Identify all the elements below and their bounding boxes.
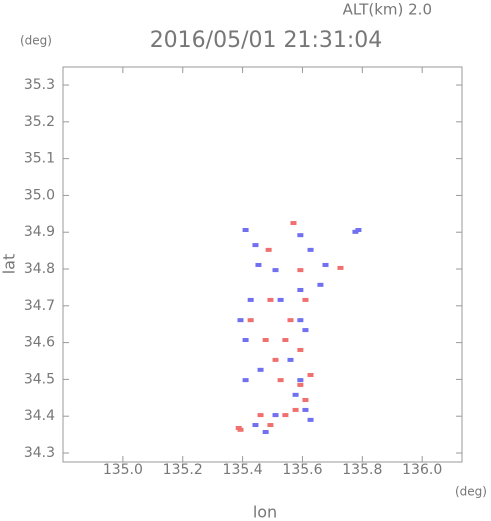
echo-cell xyxy=(272,357,279,362)
echo-cell xyxy=(292,407,299,412)
echo-cell xyxy=(297,378,304,383)
echo-cell xyxy=(297,233,304,238)
echo-cell xyxy=(252,243,259,248)
echo-cell xyxy=(287,357,294,362)
echo-cell xyxy=(302,407,309,412)
echo-cell xyxy=(242,228,249,233)
echo-cell xyxy=(302,328,309,333)
echo-cell xyxy=(255,262,262,267)
y-tick-label: 35.3 xyxy=(24,77,55,93)
x-unit: (deg) xyxy=(455,485,487,499)
echo-cell xyxy=(292,392,299,397)
echo-cell xyxy=(337,265,344,270)
echo-cell xyxy=(290,221,297,226)
y-tick-label: 34.9 xyxy=(24,224,55,240)
echo-cell xyxy=(277,297,284,302)
y-tick-label: 34.7 xyxy=(24,298,55,314)
altitude-label: ALT(km) 2.0 xyxy=(343,1,432,19)
echo-cell xyxy=(262,430,269,435)
echo-cell xyxy=(297,318,304,323)
x-tick-label: 135.4 xyxy=(223,462,263,478)
x-tick-label: 136.0 xyxy=(402,462,442,478)
echo-cell xyxy=(302,397,309,402)
echo-cell xyxy=(297,268,304,273)
echo-cell xyxy=(307,247,314,252)
echo-cell xyxy=(272,268,279,273)
echo-cell xyxy=(242,378,249,383)
y-tick-label: 34.8 xyxy=(24,261,55,277)
echo-cell xyxy=(317,282,324,287)
y-tick-label: 34.6 xyxy=(24,335,55,351)
x-tick-label: 135.0 xyxy=(103,462,143,478)
echo-cell xyxy=(247,297,254,302)
echo-cell xyxy=(237,318,244,323)
echo-cell xyxy=(252,423,259,428)
echo-cell xyxy=(302,297,309,302)
y-axis-label: lat xyxy=(0,254,19,275)
y-tick-label: 34.4 xyxy=(24,408,55,424)
echo-cell xyxy=(267,297,274,302)
plot-frame xyxy=(62,66,463,463)
echo-cell xyxy=(267,423,274,428)
echo-cell xyxy=(265,247,272,252)
chart-title: 2016/05/01 21:31:04 xyxy=(150,28,383,53)
y-tick-label: 35.0 xyxy=(24,187,55,203)
echo-cell xyxy=(287,318,294,323)
echo-cell xyxy=(297,287,304,292)
echo-cell xyxy=(282,338,289,343)
echo-cell xyxy=(307,417,314,422)
x-tick-label: 135.6 xyxy=(282,462,322,478)
y-tick-label: 35.1 xyxy=(24,151,55,167)
y-tick-label: 35.2 xyxy=(24,114,55,130)
echo-cell xyxy=(355,228,362,233)
echo-cell xyxy=(262,338,269,343)
echo-cell xyxy=(257,367,264,372)
x-tick-label: 135.8 xyxy=(342,462,382,478)
y-unit: (deg) xyxy=(20,34,52,48)
echo-cell xyxy=(322,262,329,267)
echo-cell xyxy=(242,338,249,343)
echo-cell xyxy=(307,372,314,377)
echo-cell xyxy=(235,425,242,430)
x-axis-label: lon xyxy=(253,503,277,521)
echo-cell xyxy=(257,413,264,418)
echo-cell xyxy=(282,413,289,418)
echo-cell xyxy=(277,378,284,383)
echo-cell xyxy=(297,347,304,352)
echo-cell xyxy=(297,382,304,387)
echo-cell xyxy=(272,413,279,418)
x-tick-label: 135.2 xyxy=(163,462,203,478)
y-tick-label: 34.3 xyxy=(24,445,55,461)
y-tick-label: 34.5 xyxy=(24,371,55,387)
echo-cell xyxy=(247,318,254,323)
